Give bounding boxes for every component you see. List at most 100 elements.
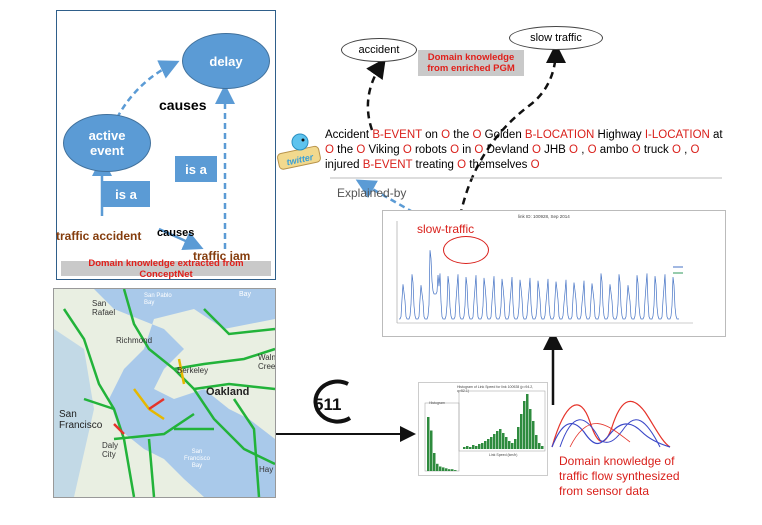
twitter-bird-icon: twitter (277, 133, 321, 170)
sentence-word: , (680, 144, 691, 156)
histogram-right-bar (475, 446, 478, 449)
entity-tag: O (441, 129, 451, 141)
sentence-word: , (578, 144, 588, 156)
bay-area-map: San Rafael San Pablo Bay Bay Richmond Berk… (53, 288, 276, 498)
histogram-right-bar (523, 401, 526, 449)
entity-tag: O (457, 159, 467, 171)
histogram-right-bar (478, 444, 481, 449)
histogram-left-bar (445, 468, 448, 471)
entity-tag: O (631, 144, 641, 156)
map-label-san-pablo-bay: San Pablo Bay (144, 293, 172, 306)
map-label-oakland: Oakland (206, 386, 250, 398)
map-label-daly-city: Daly City (102, 441, 119, 459)
map-label-hay: Hay (259, 465, 274, 474)
entity-tag: O (569, 144, 578, 156)
is-a-right-label: is a (185, 161, 207, 177)
active-label: active (88, 128, 126, 143)
histogram-right-bar (505, 437, 508, 449)
map-label-richmond: Richmond (116, 336, 153, 345)
sentence-word: injured (325, 159, 363, 171)
accident-node: accident (341, 38, 417, 62)
logo-511-text: 511 (314, 395, 341, 414)
entity-tag: O (472, 129, 482, 141)
histogram-right-bar (526, 394, 529, 449)
entity-tag: O (474, 144, 484, 156)
slow-traffic-highlight (443, 236, 489, 264)
traffic-accident-label: traffic accident (56, 229, 142, 243)
traffic-timeseries-panel: link ID: 100928, Sep 2014 slow-traffic (382, 210, 726, 337)
entity-tag: O (587, 144, 597, 156)
pgm-caption-line1: Domain knowledge (427, 52, 515, 63)
sentence-word: Devland (483, 144, 532, 156)
map-label-san-rafael: San Rafael (92, 299, 116, 317)
histogram-right-bar (517, 427, 520, 449)
histogram-left-bar (451, 469, 454, 471)
sensor-caption-line3: from sensor data (559, 484, 650, 498)
entity-tag: O (325, 144, 334, 156)
map-graphic (54, 289, 275, 497)
entity-tag: O (450, 144, 460, 156)
delay-node: delay (182, 33, 270, 89)
histogram-left-bar (433, 453, 436, 471)
histogram-right-bar (481, 443, 484, 449)
histogram-left-bar (439, 466, 442, 471)
histogram-right-bar (520, 414, 523, 449)
map-label-berkeley: Berkeley (177, 366, 209, 375)
sensor-curves-plot (551, 400, 671, 448)
sentence-word: Highway (594, 129, 645, 141)
histogram-right-bar (532, 421, 535, 449)
entity-tag: B-LOCATION (524, 129, 595, 141)
event-label: event (90, 143, 124, 158)
map-label-walnut-creek: WalnuCree (258, 353, 276, 371)
tagged-sentence: Accident B-EVENT on O the O Golden B-LOC… (325, 128, 730, 173)
sensor-caption-line1: Domain knowledge of (559, 454, 675, 468)
entity-tag: O (531, 144, 541, 156)
histogram-right-bar (472, 445, 475, 449)
histogram-right-bar (538, 443, 541, 449)
is-a-left-label: is a (115, 186, 137, 202)
entity-tag: O (690, 144, 700, 156)
map-label-san-francisco: San Francisco (59, 409, 103, 431)
sentence-word: the (333, 144, 357, 156)
conceptnet-panel: delay active event causes is a is a traf… (56, 10, 276, 280)
sentence-word: ambo (596, 144, 632, 156)
sentence-word: the (450, 129, 473, 141)
timeseries-title: link ID: 100928, Sep 2014 (518, 214, 570, 219)
slow-traffic-label: slow traffic (530, 32, 582, 44)
speed-histograms-panel: Histogram of Link Speed for link 100928 … (418, 382, 548, 476)
histogram-right-bar (535, 435, 538, 449)
conceptnet-caption: Domain knowledge extracted from ConceptN… (61, 258, 271, 280)
pgm-caption: Domain knowledge from enriched PGM (418, 50, 524, 76)
histogram-right-bar (502, 433, 505, 449)
histogram-right-bar (469, 447, 472, 449)
entity-tag: I-LOCATION (644, 129, 710, 141)
sentence-word: at (709, 129, 723, 141)
entity-tag: O (402, 144, 412, 156)
timeseries-plot (396, 221, 693, 324)
map-label-sf-bay: San Francisco Bay (184, 449, 211, 469)
histogram-right-bar (493, 434, 496, 449)
slow-traffic-node: slow traffic (509, 26, 603, 50)
histogram-right-bar (487, 439, 490, 449)
sentence-word: Accident (325, 129, 373, 141)
sentence-word: treating (412, 159, 458, 171)
causes-label-top: causes (159, 97, 207, 113)
sensor-curves (550, 392, 672, 452)
histogram-plots (424, 390, 546, 472)
sentence-word: on (421, 129, 442, 141)
entity-tag: O (530, 159, 540, 171)
histogram-right-bar (529, 409, 532, 449)
sensor-caption: Domain knowledge of traffic flow synthes… (559, 454, 680, 499)
accident-label: accident (358, 44, 400, 56)
histogram-right-bar (541, 446, 544, 449)
histogram-left-bar (430, 430, 433, 471)
histogram-right-bar (499, 429, 502, 449)
delay-label: delay (209, 53, 243, 69)
histogram-right-bar (514, 439, 517, 449)
histogram-right-bar (508, 441, 511, 449)
entity-tag: B-EVENT (362, 159, 413, 171)
histogram-right-bar (463, 447, 466, 449)
histogram-xlabel: Link Speed (km/h) (489, 453, 518, 457)
traffic-jam-label: traffic jam (193, 249, 251, 263)
